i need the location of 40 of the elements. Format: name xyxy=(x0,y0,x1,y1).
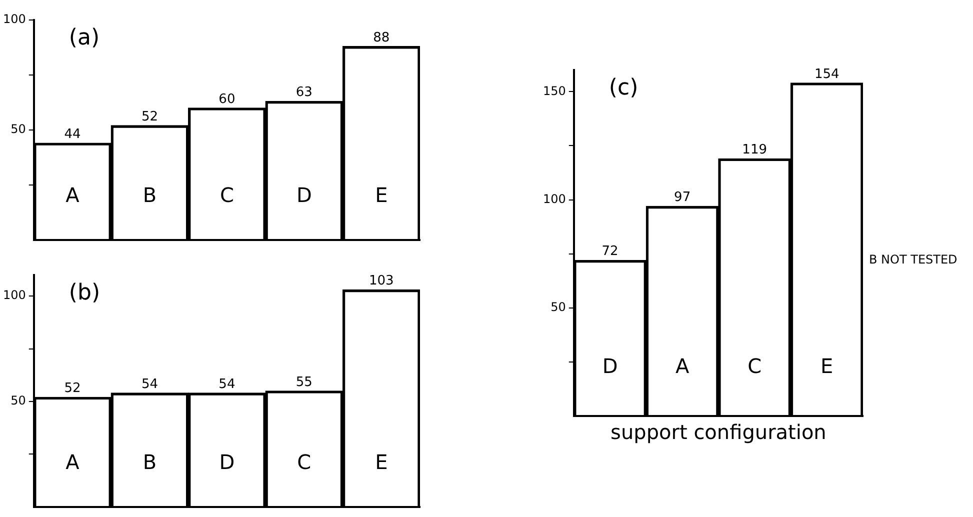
data-label: 54 xyxy=(218,376,236,392)
data-label: 88 xyxy=(373,30,390,46)
data-label: 52 xyxy=(141,109,158,124)
data-label: 119 xyxy=(742,142,768,158)
x-tick-label: C xyxy=(748,354,762,378)
chart-title: (c) xyxy=(608,76,638,101)
data-label: 154 xyxy=(814,66,840,82)
x-tick-label: C xyxy=(220,183,234,208)
data-label: 54 xyxy=(141,376,158,392)
text: B NOT TESTED xyxy=(869,252,958,266)
y-tick-label: 50 xyxy=(10,394,26,408)
data-label: 97 xyxy=(674,190,691,206)
data-label: 63 xyxy=(296,85,312,100)
x-tick-label: D xyxy=(602,354,618,378)
x-tick-label: D xyxy=(219,450,235,474)
data-label: 44 xyxy=(64,126,81,142)
x-tick-label: B xyxy=(142,450,157,474)
x-tick-label: A xyxy=(66,450,80,474)
x-tick-label: B xyxy=(142,183,157,208)
data-label: 52 xyxy=(64,381,81,396)
x-tick-label: E xyxy=(820,354,834,378)
data-label: 60 xyxy=(218,92,236,107)
y-tick-label: 50 xyxy=(10,122,26,136)
y-tick-label: 150 xyxy=(543,84,566,98)
data-label: 72 xyxy=(602,244,618,260)
y-tick-label: 100 xyxy=(3,288,26,302)
y-tick-label: 100 xyxy=(543,192,566,206)
data-label: 55 xyxy=(296,374,312,390)
x-tick-label: A xyxy=(66,183,80,208)
x-tick-label: E xyxy=(375,183,388,208)
x-tick-label: D xyxy=(296,183,312,208)
y-tick-label: 50 xyxy=(550,300,566,314)
chart-title: (a) xyxy=(68,26,100,51)
x-axis-title: support configuration xyxy=(610,420,826,444)
data-label: 103 xyxy=(368,274,394,289)
x-tick-label: A xyxy=(675,354,690,378)
chart-title: (b) xyxy=(68,280,100,306)
x-tick-label: C xyxy=(297,450,312,474)
x-tick-label: E xyxy=(375,450,388,474)
y-tick-label: 100 xyxy=(3,12,26,26)
